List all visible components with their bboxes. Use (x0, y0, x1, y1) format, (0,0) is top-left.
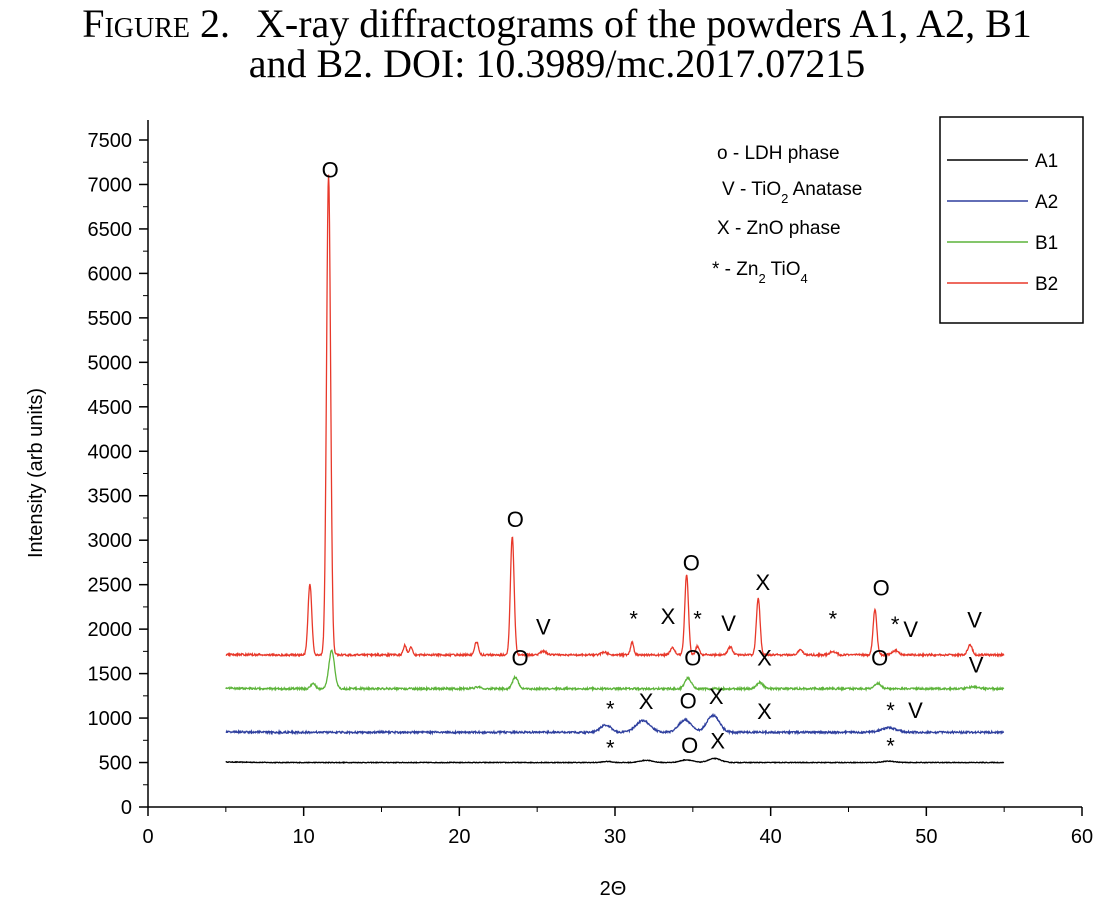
peak-annotation: O (681, 733, 698, 758)
y-axis-title: Intensity (arb units) (25, 388, 47, 558)
phase-key: o - LDH phase V - TiO2 Anatase X - ZnO pha… (712, 143, 862, 286)
peak-annotation: V (721, 611, 736, 636)
peak-annotation: O (684, 646, 701, 671)
y-tick-label: 5000 (88, 352, 133, 374)
y-tick-label: 4000 (88, 441, 133, 463)
peak-annotation: * (606, 735, 615, 760)
chart-legend: A1 A2 B1 B2 (939, 116, 1084, 324)
y-tick-label: 2500 (88, 575, 133, 597)
legend-label-a2: A2 (1035, 192, 1058, 213)
phase-key-entry: * - Zn2 TiO4 (712, 259, 808, 286)
peak-annotation: * (886, 698, 895, 723)
peak-annotation: * (829, 606, 838, 631)
y-tick-label: 0 (121, 797, 132, 819)
peak-annotation: O (680, 688, 697, 713)
peak-annotation: * (606, 696, 615, 721)
legend-box (939, 116, 1084, 324)
peak-annotation: X (757, 646, 772, 671)
peak-annotation: V (908, 698, 923, 723)
series-line-a1 (225, 757, 1005, 764)
x-tick-label: 10 (293, 826, 315, 848)
peak-annotation: V (903, 617, 918, 642)
peak-annotation: X (709, 684, 724, 709)
y-tick-label: 2000 (88, 619, 133, 641)
y-tick-label: 6000 (88, 263, 133, 285)
peak-annotation: * (891, 612, 900, 637)
figure-label: Figure 2. (82, 1, 231, 46)
peak-annotation: X (756, 570, 771, 595)
y-tick-label: 6500 (88, 219, 133, 241)
y-tick-label: 1500 (88, 664, 133, 686)
y-tick-label: 7500 (88, 130, 133, 152)
caption-line-1: Figure 2. X-ray diffractograms of the pow… (0, 4, 1114, 44)
x-tick-label: 50 (915, 826, 937, 848)
y-tick-label: 3500 (88, 486, 133, 508)
phase-key-entry: X - ZnO phase (717, 218, 841, 239)
peak-annotation: O (683, 550, 700, 575)
y-tick-label: 500 (99, 753, 132, 775)
peak-annotation: O (873, 575, 890, 600)
peak-annotation: X (710, 728, 725, 753)
legend-label-a1: A1 (1035, 151, 1058, 172)
x-tick-label: 60 (1071, 826, 1093, 848)
caption-line-2: and B2. DOI: 10.3989/mc.2017.07215 (248, 41, 866, 86)
peak-annotation: O (871, 646, 888, 671)
x-tick-label: 30 (604, 826, 626, 848)
peak-annotation: * (693, 606, 702, 631)
series-line-b1 (225, 649, 1005, 693)
peak-annotation: X (639, 689, 654, 714)
figure-caption: Figure 2. X-ray diffractograms of the pow… (0, 4, 1114, 84)
peak-annotation: X (757, 699, 772, 724)
peak-annotation: V (969, 653, 984, 678)
x-tick-label: 20 (448, 826, 470, 848)
series-line-a2 (225, 712, 1005, 736)
chart-axes: 0500100015002000250030003500400045005000… (25, 120, 1093, 900)
peak-annotation: V (536, 614, 551, 639)
legend-label-b2: B2 (1035, 274, 1058, 295)
legend-label-b1: B1 (1035, 233, 1058, 254)
peak-annotation: O (322, 157, 339, 182)
peak-annotations: OOV * X * VOX*O* V VO O X O V* X O XX * V* O X * (322, 157, 984, 760)
peak-annotation: V (967, 607, 982, 632)
phase-key-entry: V - TiO2 Anatase (722, 179, 862, 206)
x-axis-title: 2Θ (600, 878, 627, 900)
peak-annotation: * (629, 606, 638, 631)
x-tick-label: 0 (142, 826, 153, 848)
series-line-b2 (225, 174, 1005, 659)
peak-annotation: O (511, 646, 528, 671)
y-tick-label: 3000 (88, 530, 133, 552)
chart-series-group (225, 174, 1005, 764)
peak-annotation: O (507, 507, 524, 532)
caption-title: X-ray diffractograms of the powders A1, … (256, 1, 1032, 46)
phase-key-entry: o - LDH phase (717, 143, 840, 164)
y-tick-label: 1000 (88, 708, 133, 730)
x-tick-label: 40 (760, 826, 782, 848)
y-tick-label: 5500 (88, 308, 133, 330)
y-tick-label: 4500 (88, 397, 133, 419)
peak-annotation: X (661, 604, 676, 629)
peak-annotation: * (886, 734, 895, 759)
y-tick-label: 7000 (88, 174, 133, 196)
